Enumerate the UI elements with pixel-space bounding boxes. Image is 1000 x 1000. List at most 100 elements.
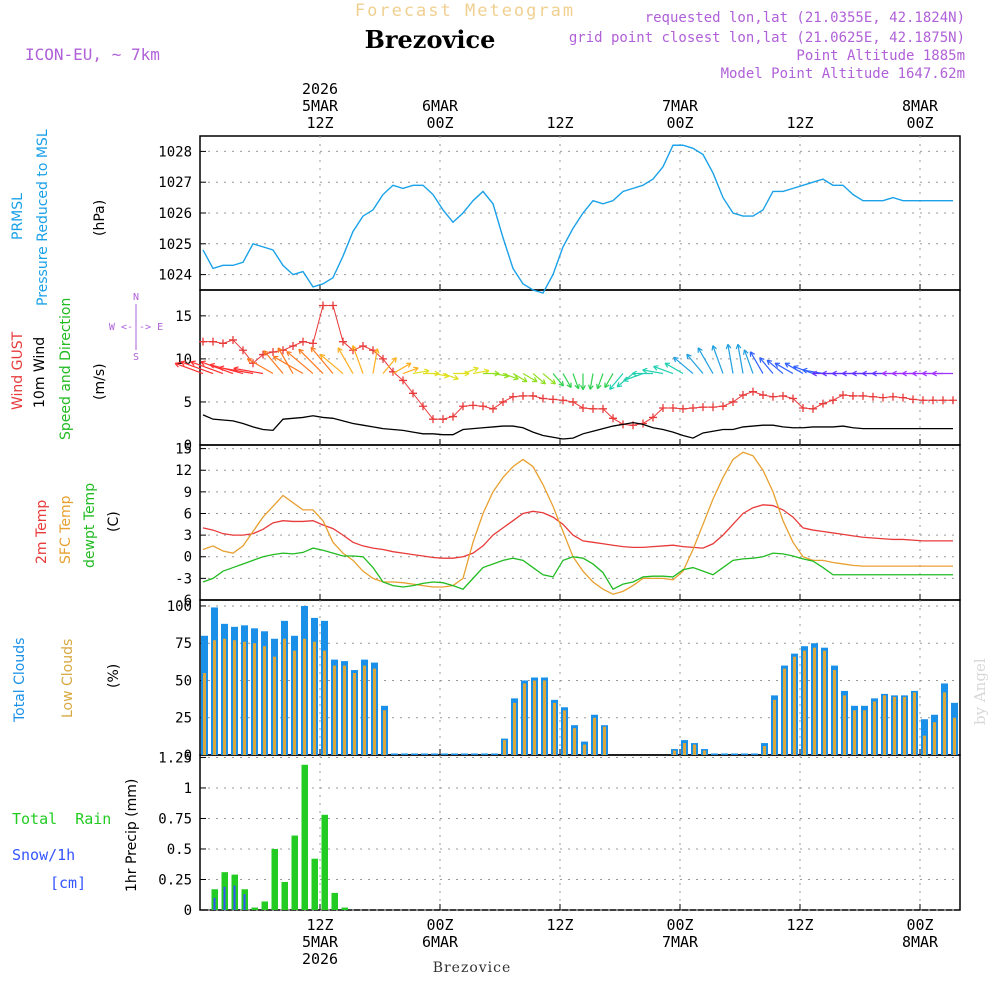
gust-marker [279,346,287,355]
gust-marker [839,391,847,400]
pressure-panel: 1024 1025 1026 1027 1028 [158,135,961,291]
wind-arrow [596,373,604,389]
wind-arrow-head [673,356,679,363]
gust-marker [709,403,717,412]
wind-arrow [759,357,774,374]
dewpt-label: dewpt Temp [82,483,98,568]
clouds-ytick-label: 0 [184,748,192,764]
clouds-unit: (%) [106,664,122,688]
wind-arrow-head [310,346,316,353]
wind-arrow [492,372,510,377]
gust-marker [929,396,937,405]
wind10-label: 10m Wind [32,337,48,408]
wind10-line [202,414,953,440]
pressure-ytick-label: 1025 [158,237,192,253]
wind-arrow-head [922,370,927,377]
gust-marker [449,412,457,421]
gust-marker [299,337,307,346]
total-cloud-bar [481,753,488,755]
gust-marker [399,376,407,385]
temperature-ytick-label: 12 [175,463,192,479]
wind-arrow-head [413,366,419,373]
wind-arrow [233,367,264,375]
total-cloud-bar [411,753,418,755]
wind-arrow [190,361,224,375]
wind-arrow-head [180,360,186,366]
requested-coords: requested lon,lat (21.0355E, 42.1824N) [645,10,965,26]
gust-marker [559,396,567,405]
pressure-ytick-label: 1024 [158,268,192,284]
total-cloud-bar [471,753,478,755]
pressure-labels: PRMSL Pressure Reduced to MSL (hPa) [10,129,108,306]
low-cloud-bar [383,710,386,755]
temperature-ytick-label: 6 [184,506,192,522]
wind-arrow [442,372,459,380]
time-label: 00Z [666,114,693,132]
wind-arrow-head [686,353,692,360]
wind-arrow-head [623,376,629,382]
gust-marker [239,346,247,355]
gust-marker [229,335,237,344]
wind-arrow [180,361,214,375]
wind-arrow-head [609,384,615,390]
gust-marker [309,339,317,348]
wind-arrow-head [616,381,623,388]
wind-arrow [352,345,364,374]
time-label: 7MAR [662,933,699,951]
time-label: 7MAR [662,97,699,115]
low-cloud-bar [273,656,276,755]
gust-marker [889,392,897,401]
low-cloud-bar [943,692,946,755]
time-label: 00Z [906,114,933,132]
wind-arrow-head [566,382,572,389]
gust-marker [199,337,207,346]
wind-arrow [737,344,744,374]
rain-label: Total Rain [12,810,111,828]
low-cloud-bar [883,695,886,755]
wind-arrow-head [842,370,847,377]
gust-marker [489,404,497,413]
rain-bar [301,764,308,910]
total-cloud-bar [421,753,428,755]
low-cloud-bar [583,744,586,755]
wind-arrow [512,373,528,383]
gust-marker [589,404,597,413]
wind-arrow [174,362,204,375]
gust-marker [739,391,747,400]
wind-arrow [412,370,430,375]
wind-arrow [743,349,754,374]
low-cloud-bar [203,673,206,755]
wind-arrow-head [190,360,196,366]
time-label: 8MAR [902,97,939,115]
wind-arrow-head [218,365,225,372]
low-cloud-bar [863,710,866,755]
wind-arrow [686,353,704,374]
total-clouds-label: Total Clouds [12,638,28,723]
wind-arrow-head [405,362,412,368]
gust-marker [569,397,577,406]
gust-line [203,305,953,426]
temperature-ytick-label: -3 [175,571,192,587]
low-cloud-bar [833,670,836,755]
wind-arrow [310,346,334,374]
total-cloud-bar [741,753,748,755]
wind-arrow-head [473,366,479,373]
temp-labels: 2m Temp SFC Temp dewpt Temp (C) [34,483,122,568]
wind-arrow [589,373,594,390]
precipitation-ytick-label: 1.25 [158,750,192,766]
cloud-labels: Total Clouds Low Clouds (%) [12,638,122,723]
temperature-ytick-label: 9 [184,485,192,501]
temperature-frame [199,444,961,601]
precipitation-frame [199,754,961,911]
precip-labels: Total Rain Snow/1h [cm] 1hr Precip (mm) [12,779,140,892]
wind-arrow-head [852,370,857,377]
low-cloud-bar [313,641,316,755]
gust-marker [549,395,557,404]
wind-arrow-head [233,366,239,372]
wind-arrow-head [653,365,659,371]
gust-marker [439,415,447,424]
wind-arrow-head [766,359,773,366]
low-cloud-bar [263,646,266,755]
